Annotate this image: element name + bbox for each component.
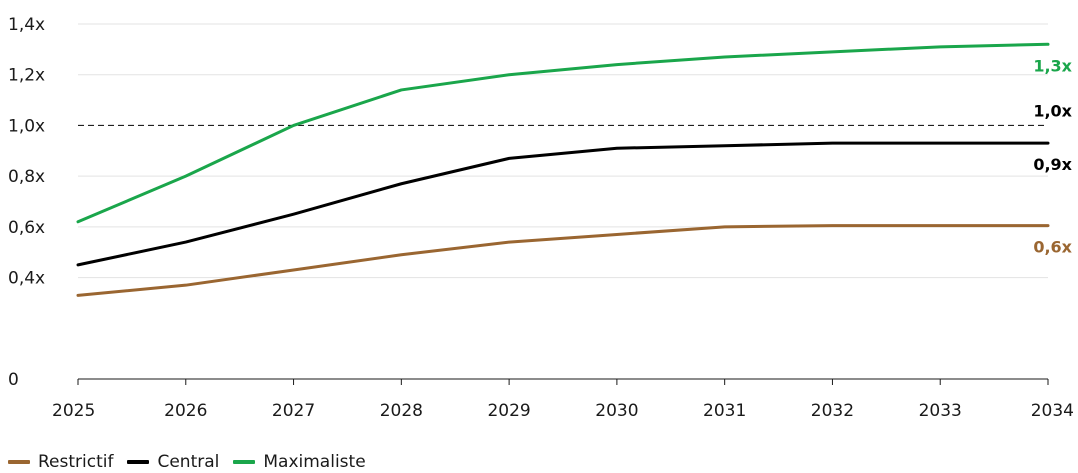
end-labels: 1,0x 0,6x 0,9x 1,3x xyxy=(1033,56,1072,256)
end-label-central: 0,9x xyxy=(1033,155,1072,174)
y-tick-label: 0,6x xyxy=(8,218,45,238)
end-label-maximaliste: 1,3x xyxy=(1033,56,1072,75)
series-line-central xyxy=(76,141,1050,267)
legend-swatch-central xyxy=(127,460,150,464)
x-tick-label: 2026 xyxy=(164,401,207,421)
end-label-restrictif: 0,6x xyxy=(1033,238,1072,257)
series-line-maximaliste xyxy=(76,42,1050,224)
axes: 0 0,4x 0,6x 0,8x 1,0x 1,2x 1,4x 2025 2026 2027 202… xyxy=(8,15,1074,421)
y-tick-label: 0,8x xyxy=(8,167,45,187)
legend-item-restrictif: Restrictif xyxy=(8,452,113,472)
series-lines xyxy=(76,42,1050,297)
x-tick-label: 2029 xyxy=(487,401,530,421)
y-tick-label: 0 xyxy=(8,370,19,390)
x-tick-label: 2031 xyxy=(703,401,746,421)
series-line-restrictif xyxy=(76,224,1050,297)
x-tick-label: 2034 xyxy=(1031,401,1074,421)
x-tick-label: 2025 xyxy=(52,401,95,421)
legend-item-central: Central xyxy=(127,452,219,472)
legend-swatch-maximaliste xyxy=(233,460,256,464)
legend-item-maximaliste: Maximaliste xyxy=(233,452,366,472)
x-tick-label: 2033 xyxy=(919,401,962,421)
y-tick-label: 1,4x xyxy=(8,15,45,35)
x-tick-label: 2030 xyxy=(595,401,638,421)
y-tick-label: 1,2x xyxy=(8,66,45,86)
legend-label-central: Central xyxy=(157,452,220,472)
x-tick-label: 2028 xyxy=(380,401,423,421)
legend-swatch-restrictif xyxy=(8,460,30,464)
reference-line-label: 1,0x xyxy=(1033,101,1072,120)
legend-label-maximaliste: Maximaliste xyxy=(263,452,366,472)
x-tick-label: 2032 xyxy=(811,401,854,421)
legend-label-restrictif: Restrictif xyxy=(38,452,114,472)
y-tick-label: 0,4x xyxy=(8,269,45,289)
x-tick-label: 2027 xyxy=(272,401,315,421)
legend: Restrictif Central Maximaliste xyxy=(8,451,380,473)
y-tick-label: 1,0x xyxy=(8,116,45,136)
